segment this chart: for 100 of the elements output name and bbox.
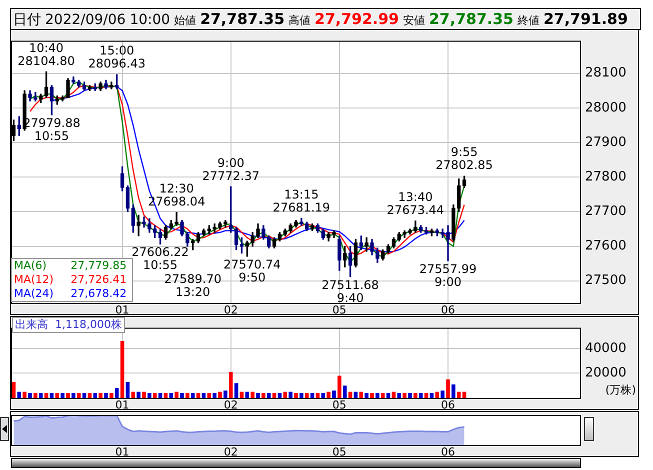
text: MA(24) 27,678.42 [14,287,127,300]
annotation: 9:55 27802.85 [436,145,493,172]
y-tick-label: 27700 [585,204,626,220]
bar [452,384,456,398]
y-tick-label: 27900 [585,134,626,150]
x-tick-label: 02 [224,398,238,412]
bar [196,393,200,398]
bar [212,393,216,398]
annotation: 27589.70 13:20 [164,272,222,300]
annotation: 9:00 27772.37 [202,156,260,183]
bar [364,393,368,398]
bar [338,376,342,398]
y-tick-label: 28000 [585,100,626,116]
y-tick-label: 40000 [585,340,626,356]
bar [44,393,48,398]
bar [76,393,81,398]
bar [152,393,157,398]
bar [288,392,292,398]
bar [435,392,440,398]
bar [250,392,254,398]
bar [304,393,309,398]
bar [224,390,228,398]
chart-title: 日付 2022/09/06 10:00 始値 27,787.35 高値 27,792.99 安値 27,787.35 終値 27,791.89 [13,10,628,28]
bar [120,341,124,398]
x-tick-label: 06 [441,445,455,458]
x-tick-label: 01 [115,398,130,412]
bar [190,393,195,398]
bar [218,392,222,398]
bar [228,372,233,398]
text: MA(6) 27,779.85 [14,259,127,272]
bar [294,393,298,398]
bar [22,392,26,398]
bar [321,393,326,398]
bar [158,393,162,398]
annotation: 13:40 27673.44 [386,190,444,217]
annotation: 10:40 28104.80 [18,40,75,68]
bar [342,386,347,398]
text: MA(12) 27,726.41 [14,273,127,286]
bar [50,393,54,398]
bar [174,392,178,398]
bar [262,393,266,398]
bar [104,393,108,398]
bar [408,393,412,398]
bar [440,390,444,398]
annotation: 15:00 28096.43 [88,44,146,71]
bar [180,393,184,398]
bar [272,393,276,398]
bar [126,382,130,398]
bar [245,392,250,398]
bar [256,393,260,398]
bar [283,392,288,398]
bar [234,383,238,398]
bar [414,393,418,398]
bar [316,393,320,398]
y-axis-title: (万株) [605,383,636,396]
bar [110,393,114,398]
x-tick-label: 02 [224,445,238,458]
x-tick-label: 05 [332,398,346,412]
annotation: 27606.22 10:55 [132,245,189,272]
bar [88,393,92,398]
bar [93,393,98,398]
bar [55,393,60,398]
x-tick-label: 01 [115,303,130,316]
bar [82,393,86,398]
bar [376,393,380,398]
bar [142,392,146,398]
bar [66,393,70,398]
annotation: 27570.74 9:50 [223,258,281,285]
y-tick-label: 27500 [585,273,626,288]
annotation: 13:15 27681.19 [272,187,330,214]
bar [370,393,374,398]
bar [207,393,212,398]
bar [98,393,102,398]
x-tick-label: 05 [332,445,346,458]
bar [424,393,428,398]
bar [202,393,206,398]
x-tick-label: 01 [115,445,130,458]
bar [266,393,271,398]
bar [380,393,385,398]
bar [136,392,140,398]
bar [28,393,32,398]
bar [386,393,390,398]
bar [72,393,76,398]
y-tick-label: 20000 [585,366,626,381]
bar [60,393,64,398]
x-tick-label: 06 [441,398,455,412]
bar [397,393,402,398]
bar [148,393,152,398]
bar [38,393,43,398]
y-tick-label: 28100 [585,66,626,81]
bar [359,392,364,398]
x-tick-label: 06 [441,303,455,316]
bar [332,390,336,398]
bar [12,382,16,398]
bar [310,393,314,398]
annotation: 27557.99 9:00 [419,262,477,289]
x-tick-label: 05 [332,303,346,316]
bar [114,388,119,398]
candlestick [136,214,140,236]
annotation: 27511.68 9:40 [322,278,379,305]
